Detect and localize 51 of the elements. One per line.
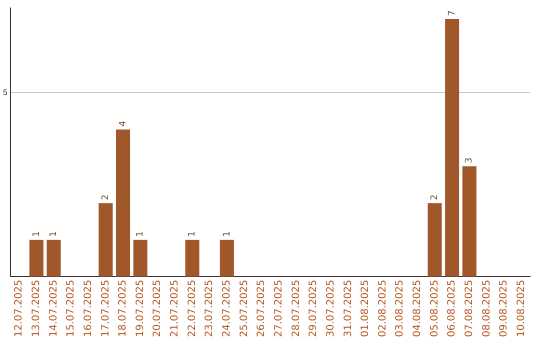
x-tick-label: 31.07.2025 [342,280,354,338]
data-label: 1 [49,231,60,237]
data-label: 1 [188,231,198,237]
x-tick-label: 27.07.2025 [273,280,284,338]
bar [98,203,113,277]
x-tick-label: 22.07.2025 [186,280,198,338]
x-tick-label: 05.08.2025 [429,280,440,338]
x-tick-label: 02.08.2025 [377,280,388,338]
x-tick-label: 23.07.2025 [204,280,216,338]
bar [220,240,234,277]
x-tick-label: 13.07.2025 [31,280,42,338]
data-label: 1 [32,231,42,237]
x-tick-label: 21.07.2025 [170,280,181,338]
x-tick-label: 04.08.2025 [412,280,424,338]
data-label: 2 [101,194,112,200]
x-tick-label: 03.08.2025 [394,280,406,338]
x-tick-label: 15.07.2025 [66,280,77,338]
data-label: 2 [430,194,440,200]
x-tick-label: 09.08.2025 [498,280,510,338]
bar [116,129,130,277]
bar [462,166,476,277]
x-tick-label: 18.07.2025 [118,280,129,338]
x-tick-label: 01.08.2025 [360,280,372,338]
data-label: 3 [464,158,475,164]
x-tick-label: 28.07.2025 [290,280,302,338]
y-tick-label: 5 [2,88,8,97]
x-tick-label: 24.07.2025 [222,280,233,338]
x-tick-label: 12.07.2025 [14,280,25,338]
bar [445,19,460,277]
x-tick-label: 19.07.2025 [134,280,146,338]
bar [185,240,200,277]
data-label: 4 [118,120,128,126]
data-label: 1 [136,231,146,237]
x-tick-label: 26.07.2025 [256,280,268,338]
data-label: 7 [447,10,458,16]
data-label: 1 [222,231,232,237]
x-tick-label: 08.08.2025 [481,280,492,338]
x-tick-label: 20.07.2025 [152,280,164,338]
bar [46,240,61,277]
bar [133,240,148,277]
x-tick-label: 17.07.2025 [100,280,112,338]
bar [29,240,44,277]
x-tick-label: 16.07.2025 [82,280,94,338]
x-tick-label: 30.07.2025 [325,280,336,338]
x-tick-label: 07.08.2025 [464,280,475,338]
x-tick-label: 10.08.2025 [516,280,527,338]
bar [428,203,442,277]
x-tick-label: 25.07.2025 [238,280,250,338]
x-tick-label: 06.08.2025 [446,280,458,338]
x-tick-label: 29.07.2025 [308,280,320,338]
x-tick-label: 14.07.2025 [48,280,60,338]
